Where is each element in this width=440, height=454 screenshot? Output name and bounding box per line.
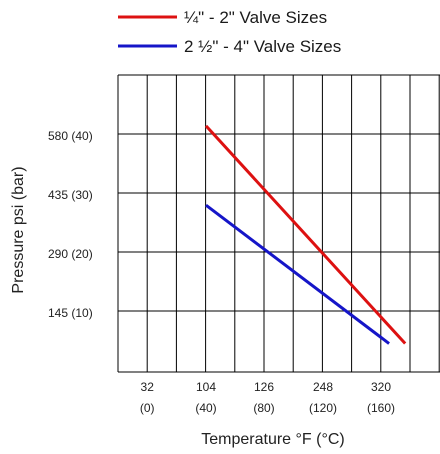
y-tick-label: 435 (30): [48, 188, 93, 202]
y-tick-label: 290 (20): [48, 247, 93, 261]
x-axis-title: Temperature °F (°C): [201, 431, 345, 448]
legend: ¼" - 2" Valve Sizes 2 ½" - 4" Valve Sizes: [118, 8, 341, 56]
x-tick-label-c: (120): [309, 401, 337, 415]
x-tick-label-c: (80): [253, 401, 274, 415]
legend-label-1: 2 ½" - 4" Valve Sizes: [184, 37, 341, 56]
y-tick-label: 580 (40): [48, 129, 93, 143]
x-tick-label-f: 248: [313, 380, 333, 394]
x-tick-label-f: 126: [254, 380, 274, 394]
y-axis-title: Pressure psi (bar): [10, 166, 27, 293]
x-tick-label-c: (40): [195, 401, 216, 415]
x-tick-label-c: (160): [367, 401, 395, 415]
x-axis-labels: 32 (0) 104 (40) 126 (80) 248 (120) 320 (160): [140, 380, 395, 415]
legend-label-0: ¼" - 2" Valve Sizes: [184, 8, 327, 27]
series-line-1: [205, 203, 390, 345]
series-line-0: [204, 124, 407, 345]
y-tick-label: 145 (10): [48, 306, 93, 320]
x-tick-label-f: 320: [371, 380, 391, 394]
y-axis-labels: 145 (10) 290 (20) 435 (30) 580 (40): [48, 129, 93, 320]
x-tick-label-c: (0): [140, 401, 155, 415]
plot-area: [117, 74, 440, 373]
x-tick-label-f: 32: [141, 380, 155, 394]
x-tick-label-f: 104: [196, 380, 216, 394]
